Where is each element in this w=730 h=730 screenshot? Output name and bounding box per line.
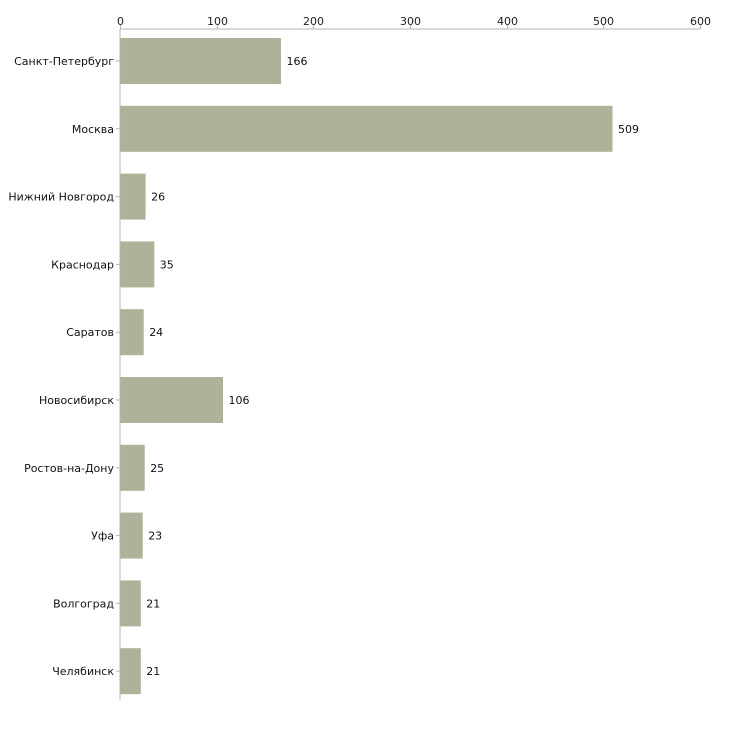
category-label: Нижний Новгород: [8, 191, 114, 204]
category-label: Ростов-на-Дону: [24, 462, 114, 475]
data-label: 26: [151, 191, 165, 204]
data-label: 106: [229, 394, 250, 407]
labels-group: Санкт-Петербург 166 Москва 509 Нижний Новгор…: [8, 55, 639, 678]
category-label: Волгоград: [53, 597, 114, 610]
category-label: Краснодар: [51, 258, 114, 271]
bar: [120, 173, 146, 220]
bar: [120, 241, 155, 288]
category-label: Челябинск: [52, 665, 114, 678]
x-tick-label: 500: [593, 15, 614, 28]
data-label: 23: [148, 530, 162, 543]
x-tick-label: 600: [690, 15, 711, 28]
x-tick-label: 100: [207, 15, 228, 28]
category-label: Москва: [72, 123, 114, 136]
bar: [120, 580, 141, 627]
bar: [120, 444, 145, 491]
data-label: 24: [149, 326, 163, 339]
category-label: Саратов: [66, 326, 114, 339]
category-label: Санкт-Петербург: [14, 55, 114, 68]
data-label: 21: [146, 665, 160, 678]
bar: [120, 377, 223, 423]
bar: [120, 38, 281, 84]
category-label: Уфа: [91, 530, 114, 543]
data-label: 166: [287, 55, 308, 68]
x-tick-label: 0: [117, 15, 124, 28]
x-axis-group: 0 100 200 300 400 500 600: [116, 15, 711, 700]
bar: [120, 105, 613, 152]
x-tick-label: 400: [497, 15, 518, 28]
bar: [120, 309, 144, 356]
x-tick-label: 200: [303, 15, 324, 28]
bars-group: [120, 38, 613, 695]
data-label: 25: [150, 462, 164, 475]
data-label: 35: [160, 258, 174, 271]
bar: [120, 648, 141, 695]
data-label: 509: [618, 123, 639, 136]
data-label: 21: [146, 597, 160, 610]
category-label: Новосибирск: [39, 394, 114, 407]
x-tick-label: 300: [400, 15, 421, 28]
bar: [120, 512, 143, 559]
